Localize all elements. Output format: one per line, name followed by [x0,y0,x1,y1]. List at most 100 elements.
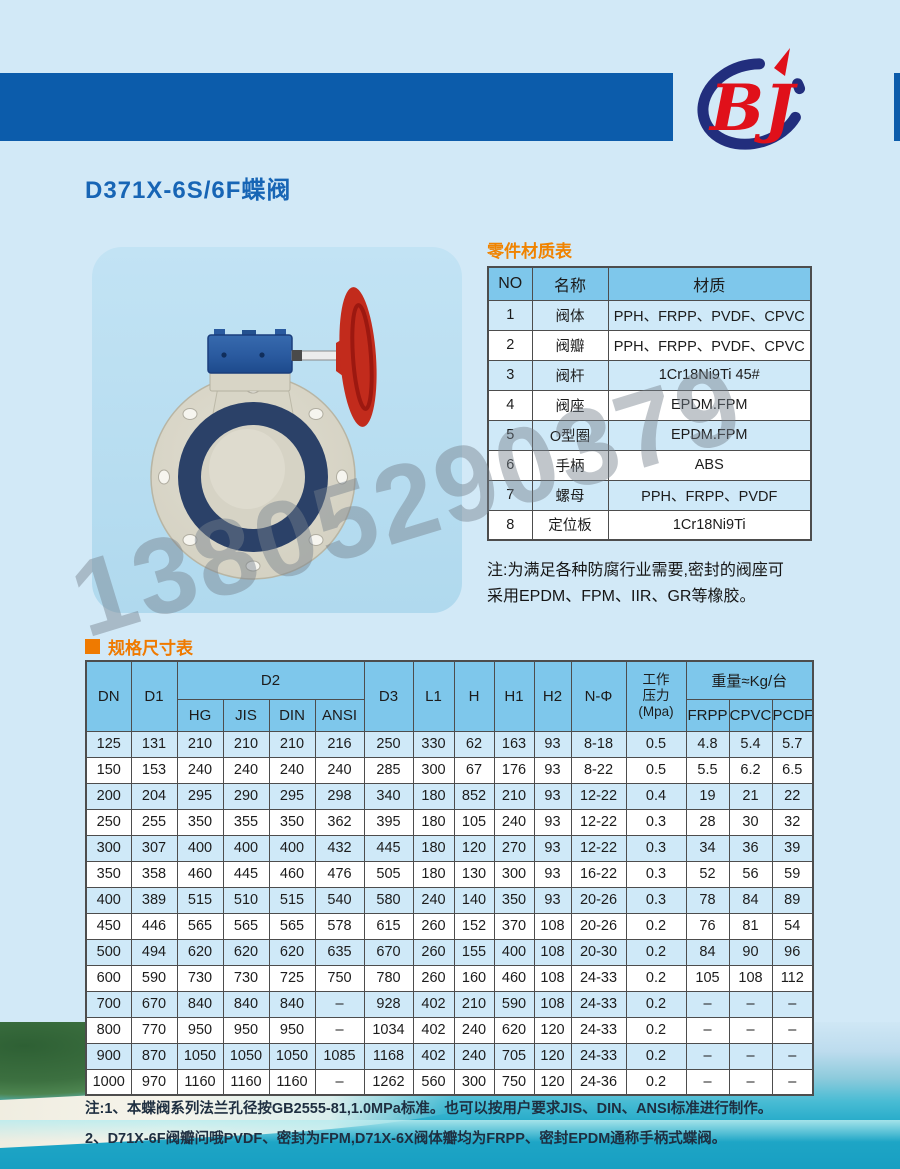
table-cell: 125 [85,730,132,758]
column-group-header: 重量≈Kg/台 [685,660,814,700]
table-cell: 355 [222,808,270,836]
table-cell: 928 [363,990,414,1018]
column-header: JIS [222,698,270,732]
table-cell: 130 [453,860,495,888]
table-cell: 12-22 [570,808,627,836]
table-cell: 240 [222,756,270,784]
table-cell: 400 [268,834,316,862]
table-cell: 240 [412,886,455,914]
table-cell: 8-18 [570,730,627,758]
table-cell: 970 [130,1068,178,1096]
table-cell: 900 [85,1042,132,1070]
table-cell: 460 [268,860,316,888]
materials-table-heading: 零件材质表 [487,242,572,261]
materials-table: NO 名称 材质 1 阀体 PPH、FRPP、PVDF、CPVC 2 阀瓣 PPH、FRP… [487,266,812,541]
table-cell: 870 [130,1042,178,1070]
table-cell: 34 [685,834,730,862]
table-cell: 400 [493,938,535,966]
table-cell: 240 [453,1042,495,1070]
table-cell: 180 [412,860,455,888]
table-cell: 2 [487,329,533,361]
table-cell: 210 [453,990,495,1018]
table-cell: 108 [533,990,572,1018]
table-cell: 840 [268,990,316,1018]
table-row: 300 307 400 400 400 432 445 180 120 270 93 12-22 0.3… [85,834,814,862]
valve-product-image [92,247,462,613]
table-cell: 0.2 [625,964,687,992]
table-cell: 6.5 [771,756,814,784]
page-title: D371X-6S/6F蝶阀 [85,177,292,204]
table-cell: 阀瓣 [531,329,609,361]
table-cell: 0.2 [625,1016,687,1044]
table-cell: 105 [453,808,495,836]
table-cell: 24-33 [570,1042,627,1070]
table-cell: 270 [493,834,535,862]
table-cell: 358 [130,860,178,888]
table-cell: 389 [130,886,178,914]
table-cell: 210 [176,730,224,758]
column-header: H2 [533,660,572,732]
table-cell: 950 [268,1016,316,1044]
table-cell: 120 [533,1042,572,1070]
table-cell: – [728,1042,773,1070]
table-cell: 620 [493,1016,535,1044]
table-cell: – [685,990,730,1018]
table-row: 8 定位板 1Cr18Ni9Ti [487,509,812,541]
table-cell: 290 [222,782,270,810]
table-cell: 450 [85,912,132,940]
table-cell: 402 [412,1042,455,1070]
table-cell: 240 [268,756,316,784]
column-header: 工作 压力 (Mpa) [625,660,687,732]
table-cell: 0.5 [625,730,687,758]
table-cell: 750 [493,1068,535,1096]
table-cell: 7 [487,479,533,511]
table-cell: 8-22 [570,756,627,784]
table-cell: 120 [453,834,495,862]
column-header: H [453,660,495,732]
table-cell: 750 [314,964,365,992]
table-cell: 300 [493,860,535,888]
table-row: 250 255 350 355 350 362 395 180 105 240 93 12-22 0.3… [85,808,814,836]
table-cell: O型圈 [531,419,609,451]
table-cell: – [685,1042,730,1070]
table-cell: PPH、FRPP、PVDF、CPVC [607,299,812,331]
table-cell: 565 [176,912,224,940]
table-cell: 96 [771,938,814,966]
column-header: N-Φ [570,660,627,732]
table-cell: 20-26 [570,912,627,940]
table-cell: 81 [728,912,773,940]
table-cell: 1262 [363,1068,414,1096]
table-cell: 670 [363,938,414,966]
table-row: 400 389 515 510 515 540 580 240 140 350 93 20-26 0.3… [85,886,814,914]
table-row: 200 204 295 290 295 298 340 180 852 210 93 12-22 0.4… [85,782,814,810]
orange-square-bullet-icon [85,639,100,654]
table-cell: 1085 [314,1042,365,1070]
valve-handwheel [336,287,377,427]
table-cell: 432 [314,834,365,862]
table-row: 4 阀座 EPDM.FPM [487,389,812,421]
table-cell: 54 [771,912,814,940]
column-group-header: D2 [176,660,365,700]
table-cell: 20-30 [570,938,627,966]
table-cell: 620 [268,938,316,966]
table-cell: 手柄 [531,449,609,481]
table-cell: 395 [363,808,414,836]
spec-heading-label: 规格尺寸表 [108,639,193,658]
materials-note: 注:为满足各种防腐行业需要,密封的阀座可 采用EPDM、FPM、IIR、GR等橡… [487,558,823,609]
table-cell: 5.7 [771,730,814,758]
table-cell: 5 [487,419,533,451]
table-cell: PPH、FRPP、PVDF [607,479,812,511]
table-cell: 540 [314,886,365,914]
table-cell: 620 [176,938,224,966]
table-header-row: HG JIS DIN ANSI FRPP CPVC PCDF [86,698,814,732]
column-header: DIN [268,698,316,732]
table-cell: 446 [130,912,178,940]
table-cell: 93 [533,756,572,784]
table-cell: 0.4 [625,782,687,810]
table-cell: – [728,990,773,1018]
table-cell: 300 [412,756,455,784]
table-cell: 250 [85,808,132,836]
table-cell: 5.4 [728,730,773,758]
table-cell: 295 [268,782,316,810]
valve-actuator [207,329,293,374]
